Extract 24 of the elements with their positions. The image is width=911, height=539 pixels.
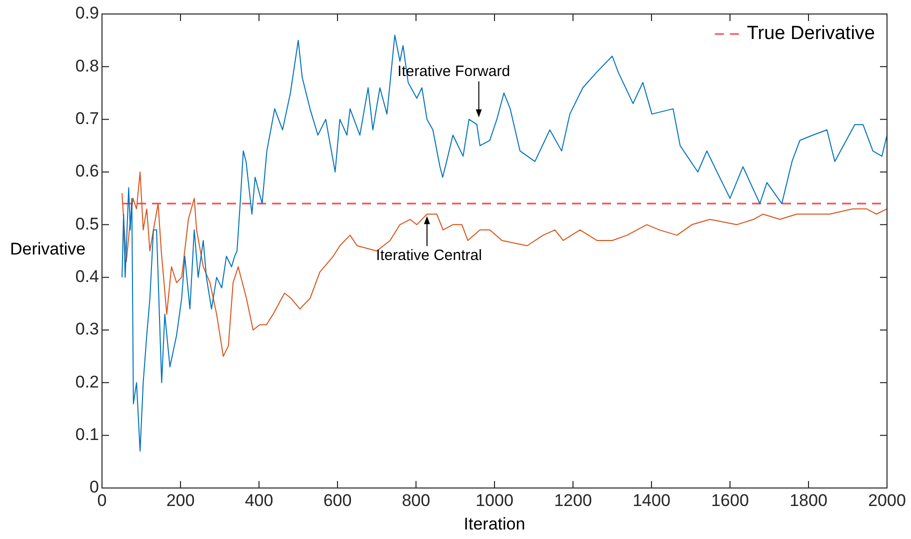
x-tick-label: 200 [166,490,195,510]
x-tick-label: 2000 [868,490,906,510]
x-tick-label: 800 [402,490,430,510]
y-tick-label: 0.7 [75,109,99,128]
x-tick-label: 600 [323,490,352,510]
legend-label: True Derivative [746,23,876,44]
x-tick-label: 1200 [554,490,592,510]
y-tick-label: 0.9 [75,4,99,23]
x-tick-label: 1800 [790,490,828,510]
y-tick-label: 0.8 [75,56,99,76]
y-tick-label: 0.4 [75,267,99,286]
x-tick-label: 400 [244,490,274,510]
y-tick-label: 0 [90,478,99,497]
y-tick-label: 0.1 [75,425,99,444]
annotation: Iterative Central [376,246,482,264]
x-tick-label: 1600 [711,490,749,510]
y-tick-label: 0.2 [75,372,99,392]
y-tick-label: 0.3 [75,320,99,339]
y-tick-label: 0.5 [75,214,99,234]
x-tick-label: 1000 [476,490,514,510]
x-tick-label: 1400 [632,490,670,510]
x-axis-title: Iteration [464,514,526,534]
y-axis-title: Derivative [10,240,86,259]
y-tick-label: 0.6 [75,162,99,181]
